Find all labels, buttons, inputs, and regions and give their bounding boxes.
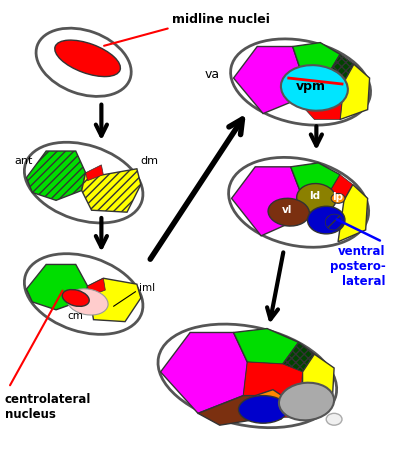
Ellipse shape [62,289,89,306]
Text: dm: dm [141,156,159,166]
Polygon shape [293,43,340,74]
Ellipse shape [238,396,288,423]
Ellipse shape [308,206,345,234]
Text: ventral
postero-
lateral: ventral postero- lateral [330,245,385,288]
Polygon shape [340,64,370,120]
Polygon shape [198,396,257,425]
Polygon shape [234,46,300,113]
Polygon shape [232,167,300,236]
Polygon shape [338,184,368,242]
Polygon shape [291,163,340,194]
Polygon shape [26,265,88,310]
Text: ant: ant [15,156,33,166]
Text: vpm: vpm [296,81,326,94]
Polygon shape [26,151,86,200]
Polygon shape [328,54,354,82]
Ellipse shape [158,324,337,428]
Polygon shape [88,278,105,296]
Ellipse shape [55,40,120,76]
Polygon shape [255,390,285,419]
Polygon shape [283,342,314,372]
Ellipse shape [331,194,345,203]
Ellipse shape [24,254,143,334]
Ellipse shape [297,184,336,213]
Polygon shape [160,333,247,414]
Text: vl: vl [282,205,292,215]
Text: centrolateral
nucleus: centrolateral nucleus [5,393,91,421]
Text: lp: lp [332,193,344,202]
Polygon shape [243,362,302,417]
Polygon shape [82,169,141,212]
Text: ld: ld [309,191,320,202]
Ellipse shape [24,142,143,223]
Text: cm: cm [68,310,84,321]
Polygon shape [234,328,299,364]
Ellipse shape [279,382,334,420]
Ellipse shape [36,28,131,96]
Ellipse shape [228,158,369,247]
Text: midline nuclei: midline nuclei [172,13,270,26]
Ellipse shape [231,39,370,125]
Text: iml: iml [139,283,155,293]
Text: va: va [204,68,220,81]
Ellipse shape [67,289,108,315]
Ellipse shape [281,65,348,111]
Polygon shape [297,70,344,120]
Ellipse shape [325,214,343,230]
Polygon shape [302,354,334,417]
Polygon shape [86,165,103,180]
Ellipse shape [268,198,310,226]
Polygon shape [88,278,141,322]
Ellipse shape [326,414,342,425]
Polygon shape [328,175,353,200]
